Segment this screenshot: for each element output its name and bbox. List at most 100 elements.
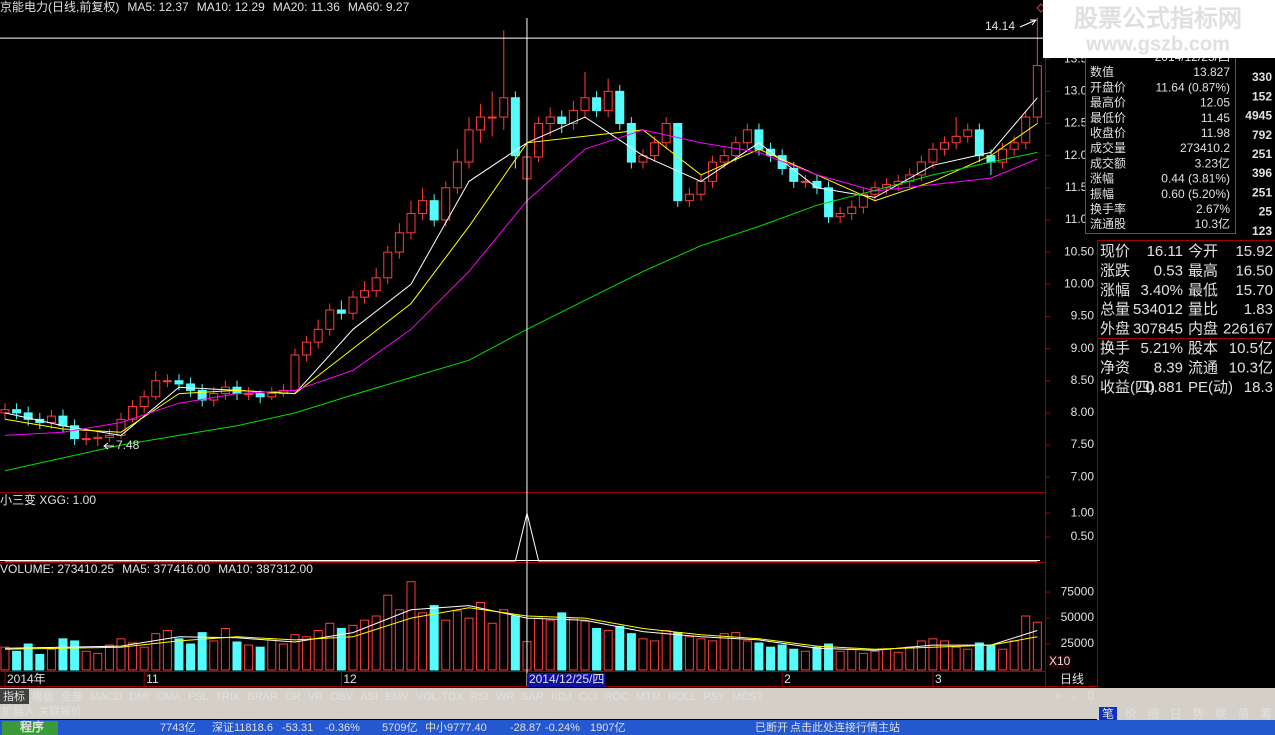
tab-label[interactable]: 模板 <box>32 689 54 703</box>
tab[interactable] <box>575 689 602 704</box>
tab[interactable] <box>327 689 358 704</box>
tab[interactable] <box>729 689 768 704</box>
tab-label[interactable]: PSY <box>703 691 726 703</box>
side-tab[interactable]: 联 <box>1215 707 1227 721</box>
start-button[interactable] <box>2 721 58 735</box>
candle-body <box>603 90 613 112</box>
tab[interactable] <box>126 689 154 704</box>
side-tab[interactable]: 筹 <box>1260 707 1272 721</box>
side-tab[interactable]: 日 <box>1170 707 1182 721</box>
candle-body <box>940 142 950 150</box>
volume-bar <box>731 632 741 671</box>
quote-value: 3.40% <box>1140 282 1183 299</box>
tab-label[interactable]: 全部 <box>61 689 83 703</box>
tab-label[interactable]: RSI <box>471 691 489 703</box>
legend-entry: MA10: 387312.00 <box>218 562 313 576</box>
volume-bar <box>916 640 926 671</box>
x-tick-label: 2 <box>784 672 791 686</box>
tab-button[interactable]: 0 <box>1087 689 1094 703</box>
volume-bar <box>313 630 323 671</box>
tab-label[interactable]: CR <box>285 691 301 703</box>
volume-bar <box>232 641 242 671</box>
volume-bar <box>186 643 196 671</box>
side-tab[interactable]: 值 <box>1238 706 1250 721</box>
candle-body <box>568 110 578 124</box>
tab-label[interactable]: BRAR <box>247 691 278 703</box>
side-tab[interactable]: 势 <box>1192 707 1204 721</box>
side-tab[interactable]: 细 <box>1147 707 1159 721</box>
sub-row-text[interactable]: 扩展人 关联报价 <box>2 704 82 718</box>
tab-label[interactable]: OBV <box>330 691 354 703</box>
tab[interactable] <box>357 689 382 704</box>
tab-label[interactable]: VR <box>308 691 323 703</box>
tab[interactable] <box>492 689 519 704</box>
tab-label[interactable]: DMI <box>129 691 149 703</box>
tab-label[interactable]: KDJ <box>551 691 572 703</box>
tab-label[interactable]: FSL <box>188 691 208 703</box>
quote-value: 16.11 <box>1147 243 1183 260</box>
tab[interactable] <box>212 689 245 704</box>
y-tick-label: 75000 <box>1061 584 1095 598</box>
tab-label[interactable]: BOLL <box>668 691 696 703</box>
status-item: 1907亿 <box>590 721 625 734</box>
tab[interactable] <box>601 689 633 704</box>
tab[interactable] <box>632 689 666 704</box>
volume-bar <box>661 630 671 671</box>
tab[interactable] <box>412 689 468 704</box>
volume-bar <box>360 619 370 671</box>
volume-bar <box>255 646 265 671</box>
tab[interactable] <box>244 689 282 704</box>
tab-label[interactable]: MTM <box>636 691 661 703</box>
tab[interactable] <box>518 689 548 704</box>
volume-bar <box>777 644 787 671</box>
tab-label[interactable]: MCST <box>732 691 763 703</box>
tab[interactable] <box>304 689 327 704</box>
y-tick-label: 8.50 <box>1071 373 1095 387</box>
tab[interactable] <box>281 689 305 704</box>
taskbar <box>0 720 1275 735</box>
annotation-arrow <box>1019 19 1038 28</box>
volume-bar <box>719 633 729 671</box>
tab-label[interactable]: DMA <box>157 691 182 703</box>
tab[interactable] <box>87 689 127 704</box>
tab[interactable] <box>153 689 186 704</box>
quote-value: 0.53 <box>1154 262 1183 279</box>
tab[interactable] <box>29 689 58 704</box>
tab[interactable] <box>665 689 701 704</box>
candle-body <box>1009 142 1019 150</box>
tab[interactable] <box>185 689 213 704</box>
tab[interactable] <box>58 689 87 704</box>
volume-bar <box>244 644 254 671</box>
candle-body <box>592 97 602 112</box>
tab-label[interactable]: ROC <box>605 691 630 703</box>
tab-label[interactable]: WR <box>496 691 514 703</box>
tab-button[interactable]: - <box>1071 689 1075 703</box>
candle-body <box>429 200 439 221</box>
info-label: 涨幅 <box>1090 171 1114 186</box>
tab-label[interactable]: EMV <box>385 691 410 703</box>
tab-label[interactable]: SAR <box>521 691 544 703</box>
volume-bar <box>963 648 973 671</box>
logo-background <box>1043 0 1275 58</box>
candle-body <box>418 200 428 215</box>
tab[interactable] <box>700 689 730 704</box>
volume-bar <box>708 640 718 671</box>
tab[interactable] <box>381 689 413 704</box>
volume-bar <box>394 609 404 671</box>
candle-body <box>0 409 10 414</box>
tab-label[interactable]: ASI <box>360 691 378 703</box>
start-label[interactable]: 程序 <box>20 719 44 734</box>
tab-label[interactable]: MACD <box>90 691 122 703</box>
tab[interactable] <box>547 689 576 704</box>
tab-label[interactable]: 指标 <box>3 689 25 703</box>
tab-button[interactable]: + <box>1055 689 1062 703</box>
tab-label[interactable]: VOL-TDX <box>416 691 464 703</box>
side-tab[interactable]: 笔 <box>1102 706 1114 721</box>
candle-body <box>847 206 857 215</box>
side-tab[interactable]: 价 <box>1125 707 1137 721</box>
tab-label[interactable]: TRIX <box>215 691 241 703</box>
candle-body <box>23 412 33 420</box>
tab[interactable] <box>467 689 493 704</box>
tab-label[interactable]: CCI <box>579 691 598 703</box>
tab[interactable] <box>0 689 29 704</box>
